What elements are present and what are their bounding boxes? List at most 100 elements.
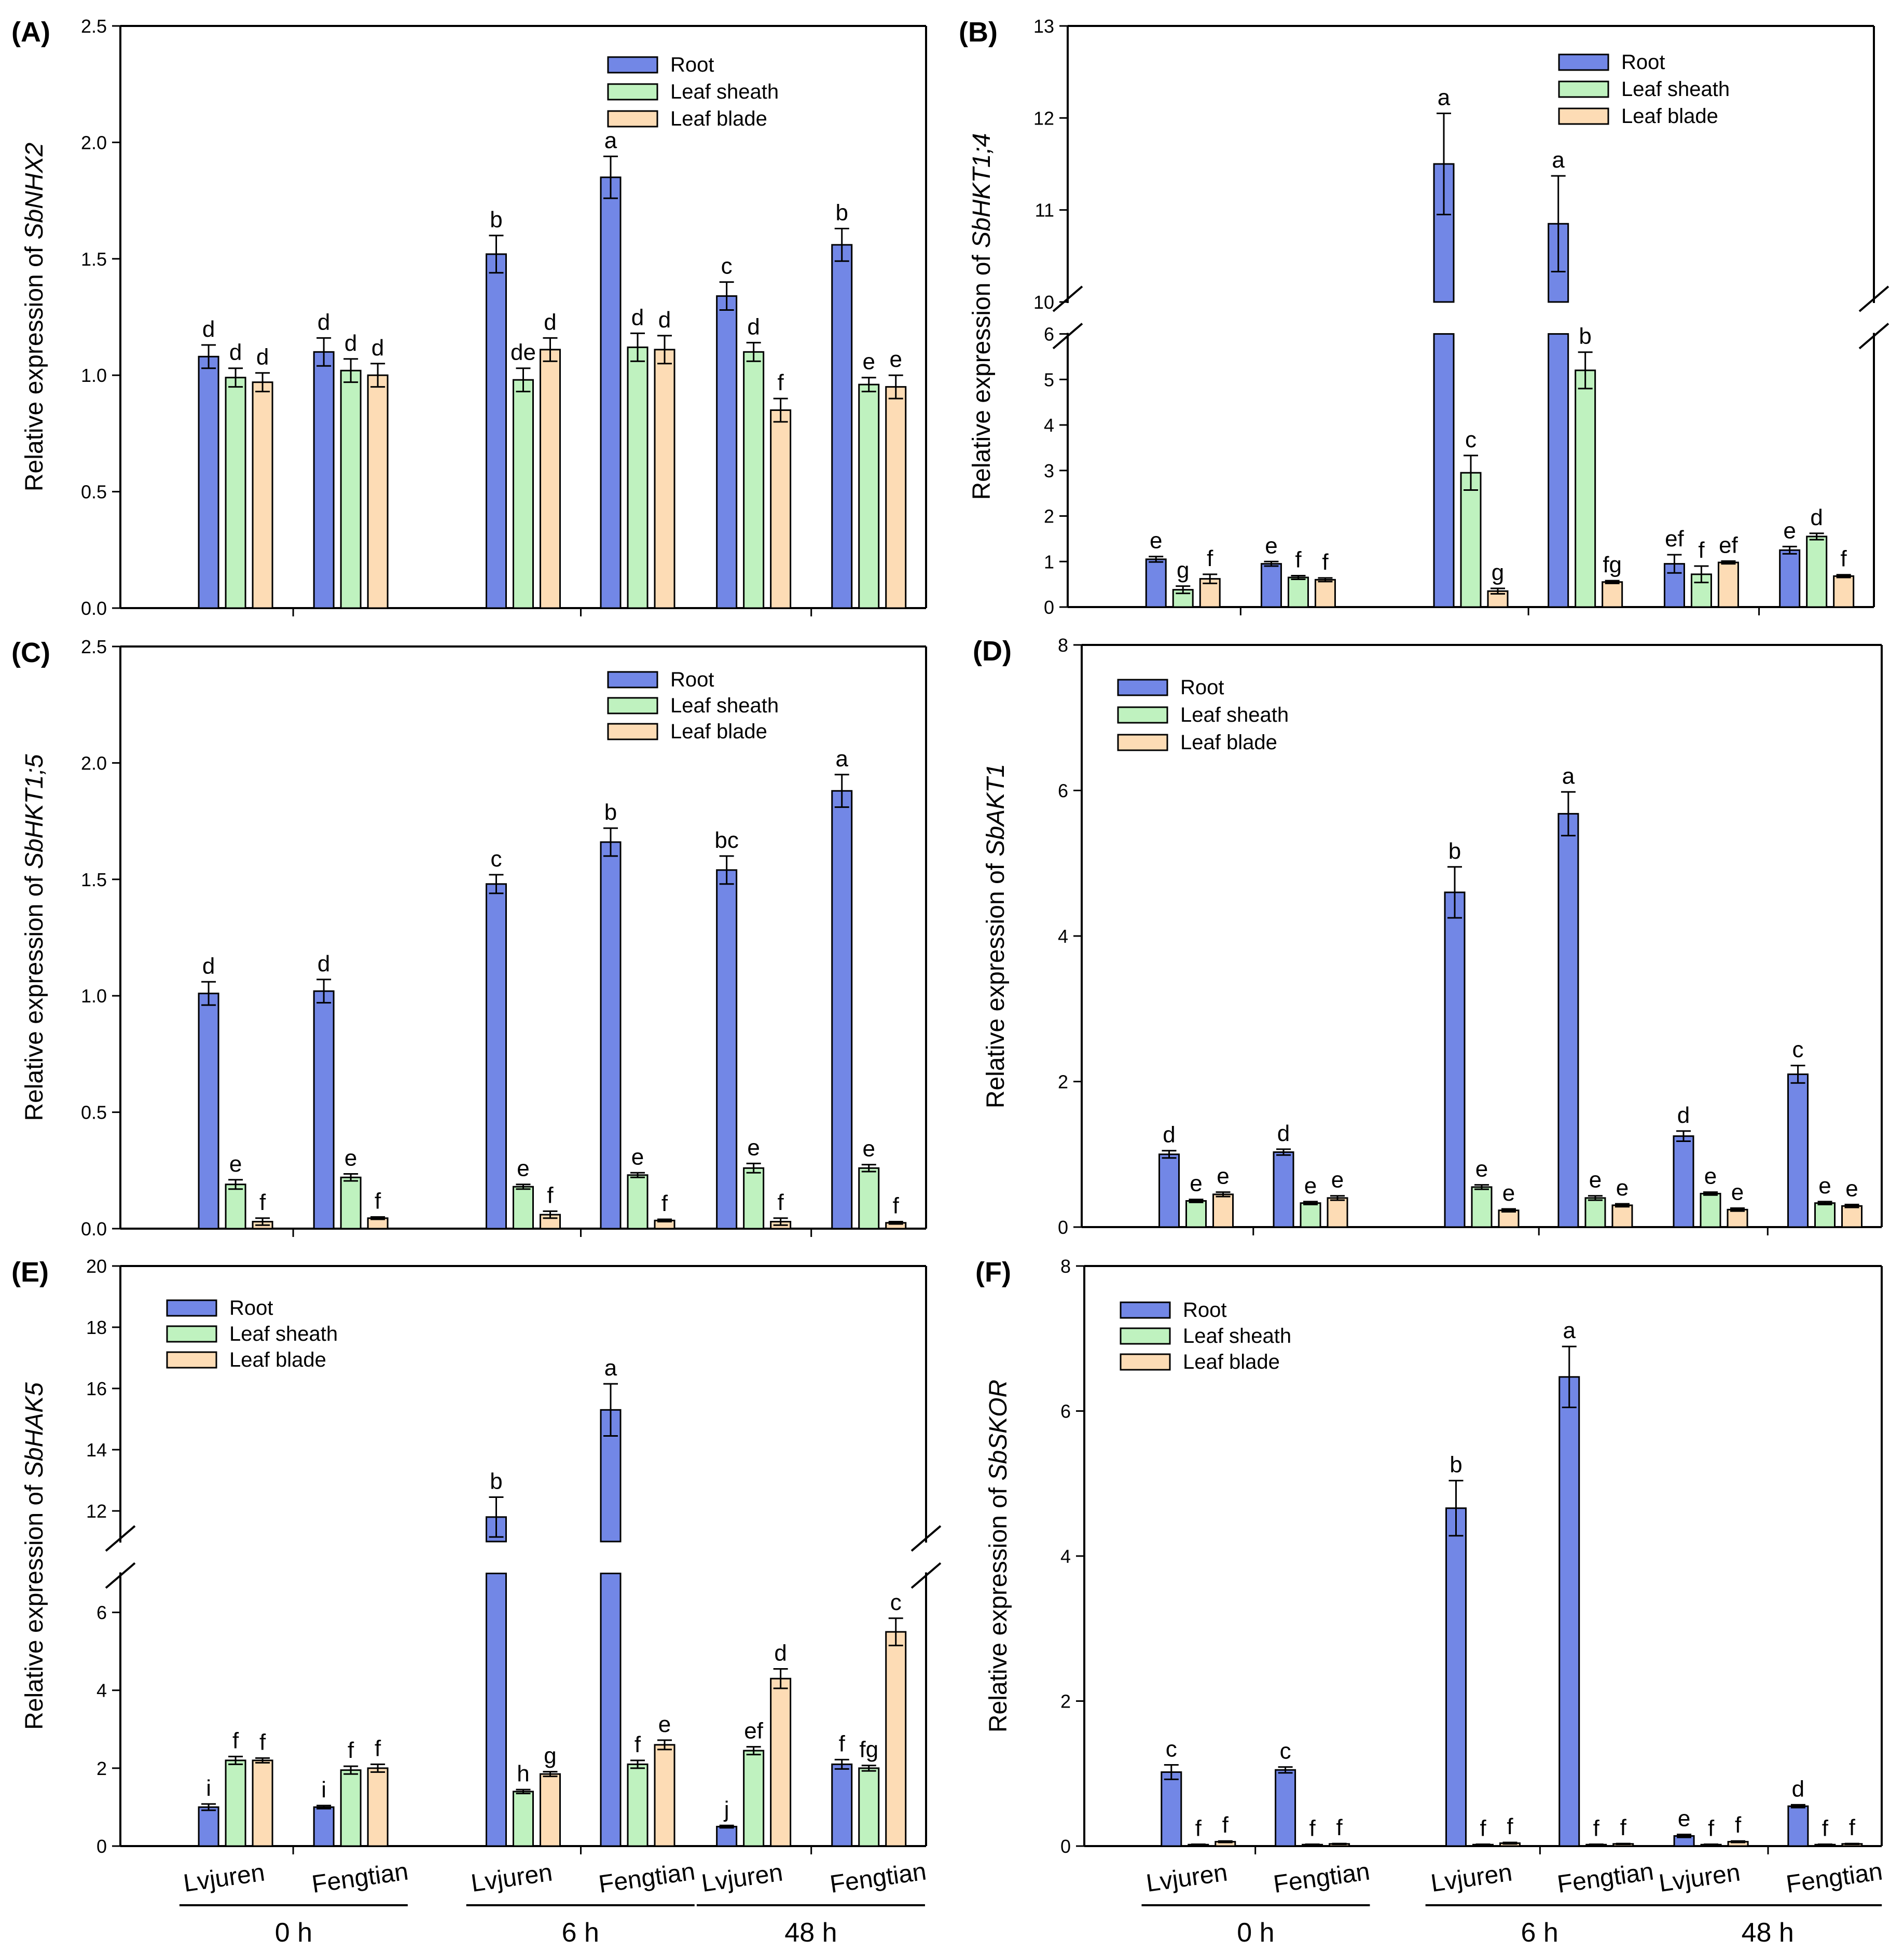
significance-letter: f [232, 1728, 239, 1753]
significance-letter: f [839, 1731, 846, 1756]
y-tick-label: 1.0 [81, 365, 107, 386]
bar-leaf-blade [654, 1744, 675, 1847]
legend-swatch [607, 83, 658, 101]
bar-root [1433, 333, 1455, 608]
significance-letter: f [375, 1189, 381, 1214]
legend-swatch [166, 1299, 217, 1317]
y-tick-label: 0.0 [81, 598, 107, 619]
y-tick-label: 2.0 [81, 752, 107, 774]
significance-letter: i [206, 1776, 211, 1801]
significance-letter: f [1309, 1816, 1316, 1841]
cultivar-label: Fengtian [1272, 1857, 1371, 1898]
bar-root [198, 355, 219, 609]
significance-letter: g [1177, 558, 1189, 583]
significance-letter: a [1438, 85, 1451, 110]
bar-root [716, 1825, 738, 1847]
significance-letter: g [544, 1743, 556, 1769]
bar-leaf-blade [770, 1677, 792, 1847]
significance-letter: b [490, 1468, 502, 1494]
significance-letter: f [1207, 546, 1213, 571]
legend-entry: Leaf blade [670, 720, 767, 743]
significance-letter: f [1708, 1816, 1715, 1841]
significance-letter: f [1322, 549, 1329, 575]
y-tick-label: 8 [1060, 1256, 1071, 1277]
significance-letter: f [1593, 1816, 1600, 1841]
significance-letter: f [1480, 1816, 1486, 1841]
significance-letter: a [604, 1355, 617, 1381]
y-tick-label: 1.5 [81, 869, 107, 890]
legend-swatch [1558, 53, 1609, 71]
significance-letter: d [256, 345, 269, 370]
panel-2: 0.0 0.5 1.0 1.5 2.0 2.5 Relative expression of… [11, 636, 927, 1240]
bar-leaf-sheath [743, 1167, 765, 1230]
legend-entry: Root [1180, 676, 1224, 699]
significance-letter: e [1475, 1157, 1488, 1182]
bar-root [486, 253, 507, 609]
bar-leaf-blade [885, 1631, 907, 1847]
bar-root [198, 993, 219, 1230]
significance-letter: e [1731, 1180, 1744, 1205]
legend-swatch [1117, 734, 1168, 751]
y-tick-label: 4 [1060, 1546, 1071, 1567]
bar-leaf-sheath [627, 1174, 649, 1230]
significance-letter: a [1562, 763, 1575, 789]
bar-root [1158, 1153, 1180, 1228]
cultivar-label: Fengtian [597, 1857, 697, 1898]
cultivar-label: Fengtian [1555, 1857, 1655, 1898]
legend-swatch [1558, 107, 1609, 125]
break-mark [1858, 323, 1889, 350]
bar-leaf-sheath [225, 1184, 246, 1230]
bar-leaf-blade [1212, 1193, 1234, 1228]
bar-root [1557, 813, 1579, 1228]
significance-letter: f [1698, 538, 1705, 563]
significance-letter: d [1792, 1776, 1804, 1801]
bar-root [1273, 1151, 1294, 1228]
bar-leaf-blade [367, 1767, 389, 1847]
legend-swatch [1117, 679, 1168, 696]
break-mark [105, 1525, 136, 1552]
legend-swatch [1120, 1301, 1171, 1319]
y-tick-label: 2 [1060, 1691, 1071, 1712]
significance-letter: e [1704, 1164, 1717, 1189]
bar-root [1787, 1805, 1809, 1847]
time-label: 0 h [1237, 1918, 1274, 1948]
legend-entry: Leaf blade [670, 107, 767, 130]
significance-letter: de [511, 340, 536, 365]
bar-leaf-blade [540, 349, 561, 609]
bar-leaf-blade [1498, 1209, 1520, 1228]
bar-leaf-blade [1314, 579, 1336, 608]
significance-letter: e [1150, 528, 1162, 554]
bar-leaf-sheath [743, 351, 765, 609]
bar-root [1161, 1771, 1182, 1847]
bar-leaf-sheath [1575, 369, 1596, 608]
significance-letter: e [1678, 1806, 1690, 1832]
significance-letter: e [229, 1151, 242, 1177]
significance-letter: f [1295, 547, 1302, 572]
significance-letter: e [862, 1136, 875, 1162]
panel-4: 0 2 4 6 12 14 16 18 20 Relative expression of SbH… [11, 1256, 942, 1857]
bar-root [486, 883, 507, 1230]
significance-letter: f [547, 1182, 554, 1208]
significance-letter: d [631, 305, 644, 330]
significance-letter: e [1304, 1173, 1317, 1199]
y-tick-label: 11 [1035, 200, 1054, 221]
significance-letter: a [1552, 147, 1565, 173]
y-tick-label: 0.0 [81, 1218, 107, 1240]
bar-root [831, 244, 853, 609]
y-tick-label: 0.5 [81, 481, 107, 503]
significance-letter: d [202, 953, 215, 979]
cultivar-label: Lvjuren [182, 1859, 266, 1897]
y-tick-label: 6 [1058, 780, 1068, 802]
time-label: 6 h [562, 1918, 599, 1948]
y-tick-label: 0 [96, 1836, 107, 1857]
significance-letter: e [1589, 1167, 1602, 1193]
legend-swatch [1120, 1327, 1171, 1345]
break-mark [910, 1525, 942, 1552]
x-annotations-1: Lvjuren Fengtian Lvjuren Fengtian Lvjuren Fen… [1141, 1857, 1884, 1948]
significance-letter: b [1450, 1452, 1462, 1478]
significance-letter: d [1810, 505, 1823, 530]
significance-letter: bc [714, 828, 738, 853]
bar-leaf-sheath [858, 1167, 880, 1230]
bar-leaf-sheath [1471, 1186, 1493, 1228]
